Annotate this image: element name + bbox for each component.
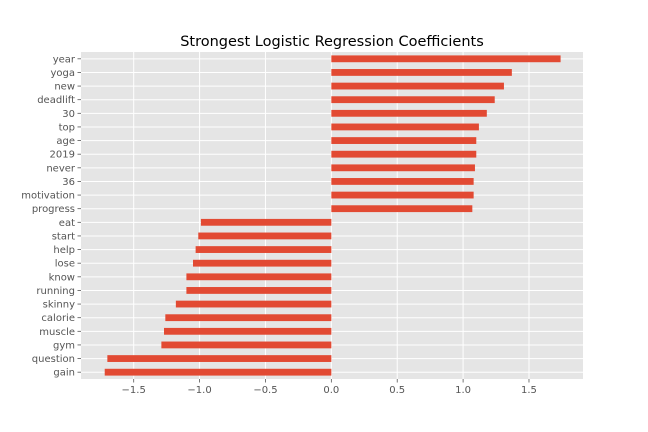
- bar-never: [331, 164, 475, 172]
- y-tick-label: progress: [32, 204, 75, 215]
- y-tick-label: start: [52, 231, 75, 242]
- y-tick-label: running: [36, 286, 75, 297]
- x-tick-label: 1.0: [455, 385, 471, 396]
- y-tick-label: calorie: [41, 313, 75, 324]
- y-tick-label: muscle: [39, 327, 75, 338]
- bar-question: [107, 355, 332, 362]
- bar-eat: [200, 218, 332, 226]
- bar-motivation: [331, 191, 474, 199]
- x-tick-label: 0.5: [389, 385, 405, 396]
- bar-skinny: [175, 300, 332, 308]
- y-tick-label: yoga: [50, 68, 75, 79]
- bar-36: [331, 178, 474, 185]
- y-tick-label: gym: [53, 340, 75, 351]
- y-tick-labels: year yoga new deadlift 30 top age 2019 never 36 mo…: [21, 54, 81, 379]
- bar-deadlift: [331, 96, 495, 104]
- x-tick-label: −1.5: [122, 385, 146, 396]
- x-tick-label: 1.5: [521, 385, 537, 396]
- x-tick-label: −1.0: [187, 385, 211, 396]
- bar-new: [331, 82, 504, 90]
- y-tick-label: new: [54, 82, 75, 93]
- y-tick-label: never: [46, 163, 76, 174]
- bar-yoga: [331, 69, 512, 76]
- y-tick-label: year: [53, 54, 76, 65]
- y-tick-label: gain: [53, 368, 75, 379]
- y-tick-label: eat: [59, 218, 75, 229]
- chart-title: Strongest Logistic Regression Coefficien…: [180, 34, 484, 50]
- y-tick-label: 2019: [50, 150, 75, 161]
- y-tick-label: question: [32, 354, 75, 365]
- bars: [104, 55, 561, 376]
- y-tick-label: deadlift: [37, 95, 75, 106]
- bar-running: [186, 287, 332, 294]
- bar-progress: [331, 205, 473, 213]
- y-tick-label: motivation: [21, 191, 75, 202]
- bar-30: [331, 109, 487, 117]
- y-tick-label: top: [59, 122, 75, 133]
- y-tick-label: skinny: [43, 300, 75, 311]
- bar-lose: [192, 259, 332, 267]
- y-tick-label: 30: [62, 109, 75, 120]
- y-tick-label: know: [49, 272, 75, 283]
- bar-year: [331, 55, 561, 63]
- x-tick-label: 0.0: [323, 385, 339, 396]
- bar-start: [198, 232, 332, 240]
- bar-help: [195, 246, 332, 253]
- bar-gain: [104, 368, 332, 376]
- y-tick-label: age: [56, 136, 75, 147]
- bar-muscle: [164, 327, 332, 335]
- y-tick-label: 36: [62, 177, 75, 188]
- x-tick-label: −0.5: [253, 385, 277, 396]
- y-tick-label: lose: [55, 259, 75, 270]
- y-tick-label: help: [53, 245, 75, 256]
- bar-know: [186, 273, 332, 281]
- bar-gym: [161, 341, 332, 349]
- bar-2019: [331, 150, 477, 158]
- bar-calorie: [165, 314, 332, 322]
- plot-background: [81, 52, 583, 379]
- x-tick-labels: −1.5 −1.0 −0.5 0.0 0.5 1.0 1.5: [122, 379, 537, 396]
- bar-age: [331, 137, 477, 144]
- bar-top: [331, 123, 479, 131]
